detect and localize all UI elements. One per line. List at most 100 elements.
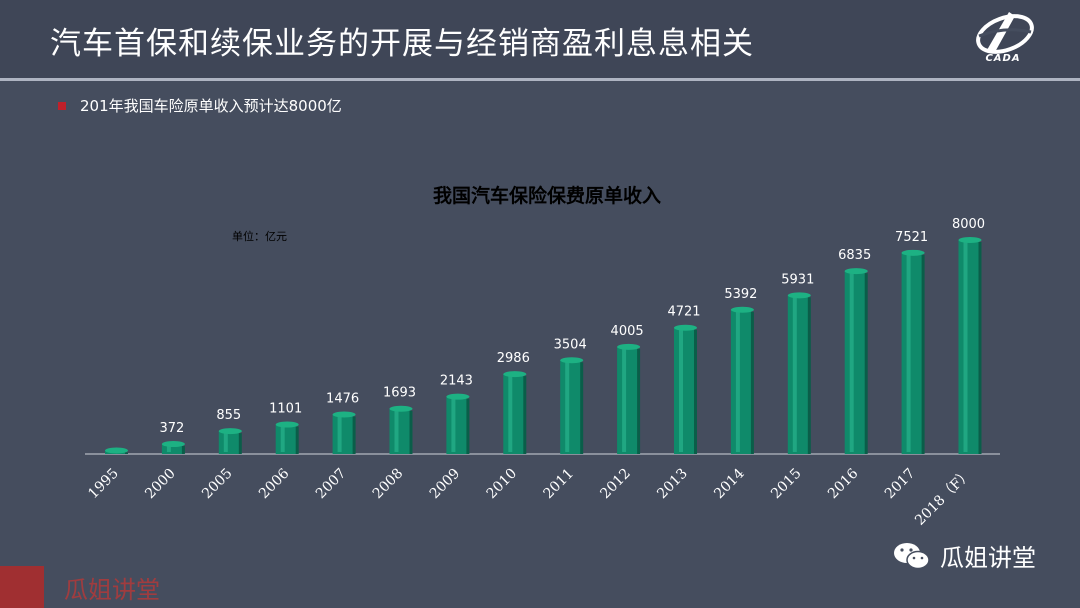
data-label: 2986 (497, 351, 530, 366)
watermark-left-text: 瓜姐讲堂 (64, 575, 160, 604)
category-label: 1995 (85, 466, 122, 503)
bar-cap (161, 441, 185, 448)
bar-cap (674, 324, 697, 331)
bar-group (503, 371, 527, 454)
bar-highlight (451, 398, 456, 452)
category-label: 2017 (882, 466, 919, 503)
watermark-left: 瓜姐讲堂 (0, 566, 160, 608)
bar-cap (105, 447, 128, 454)
category-label: 2007 (313, 466, 350, 503)
bar-cap (844, 268, 868, 275)
data-label: 4005 (611, 324, 644, 339)
bar (503, 374, 524, 454)
bar-cap (958, 237, 982, 243)
bar-highlight (735, 311, 740, 452)
bar-highlight (508, 376, 513, 452)
category-label: 2015 (768, 466, 805, 503)
bar-group (105, 447, 128, 454)
bar-cap (503, 371, 527, 378)
bar-group (787, 292, 811, 454)
bar-cap (730, 306, 754, 313)
data-label: 1476 (326, 392, 359, 407)
data-label: 7521 (895, 230, 928, 245)
category-label: 2010 (484, 466, 521, 503)
data-label: 2143 (440, 374, 473, 389)
bar (389, 408, 410, 454)
wechat-icon (894, 542, 930, 569)
category-label: 2012 (597, 466, 634, 503)
bar-group (901, 249, 925, 454)
data-label: 8000 (952, 217, 985, 232)
bar (844, 271, 865, 454)
bar-cap (617, 343, 641, 350)
bar-group (389, 405, 413, 454)
data-label: 4721 (667, 305, 700, 320)
bar-group (560, 357, 584, 454)
bar (275, 424, 296, 454)
category-label: 2013 (654, 466, 691, 503)
bar-cap (389, 405, 413, 412)
bar-group (617, 343, 641, 454)
header-bar (0, 0, 1080, 78)
watermark-right: 瓜姐讲堂 (892, 538, 1036, 573)
bar (787, 295, 808, 454)
bar-cap (446, 393, 470, 400)
bar-highlight (280, 426, 285, 452)
chart-title: 我国汽车保险保费原单收入 (433, 184, 661, 207)
data-label: 1693 (383, 386, 416, 401)
data-label: 3504 (554, 337, 587, 352)
bar-group (446, 393, 470, 454)
category-label: 2011 (541, 466, 578, 503)
bar-highlight (849, 273, 854, 452)
bar-group (730, 306, 754, 454)
bar-highlight (565, 362, 570, 452)
bar (560, 360, 581, 454)
bar (617, 346, 638, 454)
category-label: 2018（F） (912, 466, 975, 529)
slide-title: 汽车首保和续保业务的开展与经销商盈利息息相关 (50, 26, 754, 62)
unit-label: 单位：亿元 (232, 229, 287, 243)
bar-cap (218, 428, 242, 435)
bar-group (332, 411, 356, 454)
bar (730, 309, 751, 454)
bullet-icon (58, 101, 66, 110)
bar-cap (332, 411, 356, 418)
bar (958, 240, 979, 454)
bar (446, 396, 467, 454)
bar-highlight (223, 433, 228, 452)
bar-group (844, 268, 868, 454)
bar-cap (787, 292, 811, 299)
bar (901, 252, 922, 454)
bar-cap (901, 249, 925, 256)
bar-group (674, 324, 697, 454)
watermark-right-text: 瓜姐讲堂 (940, 544, 1036, 572)
bar-group (275, 421, 299, 454)
bar-highlight (337, 416, 342, 452)
bar-group (218, 428, 242, 454)
bar (332, 414, 353, 454)
bar (674, 327, 694, 454)
bar-highlight (963, 242, 968, 452)
category-label: 2014 (711, 465, 748, 502)
bar-group (161, 441, 185, 454)
category-label: 2005 (199, 466, 236, 503)
data-label: 5392 (724, 287, 757, 302)
bullet-text: 201年我国车险原单收入预计达8000亿 (80, 97, 342, 115)
bar-highlight (394, 410, 399, 452)
bar-cap (560, 357, 584, 364)
data-label: 1101 (269, 402, 302, 417)
seal-icon (0, 566, 44, 608)
category-label: 2016 (825, 465, 862, 502)
category-label: 2000 (142, 466, 179, 503)
data-label: 6835 (838, 248, 871, 263)
bar-highlight (622, 348, 627, 452)
logo-text: CADA (985, 53, 1021, 64)
header-divider (0, 78, 1080, 81)
data-label: 372 (159, 421, 184, 436)
data-label: 5931 (781, 272, 814, 287)
category-label: 2008 (370, 466, 407, 503)
bar (218, 431, 239, 454)
bar-group (958, 237, 982, 454)
bar-cap (275, 421, 299, 428)
